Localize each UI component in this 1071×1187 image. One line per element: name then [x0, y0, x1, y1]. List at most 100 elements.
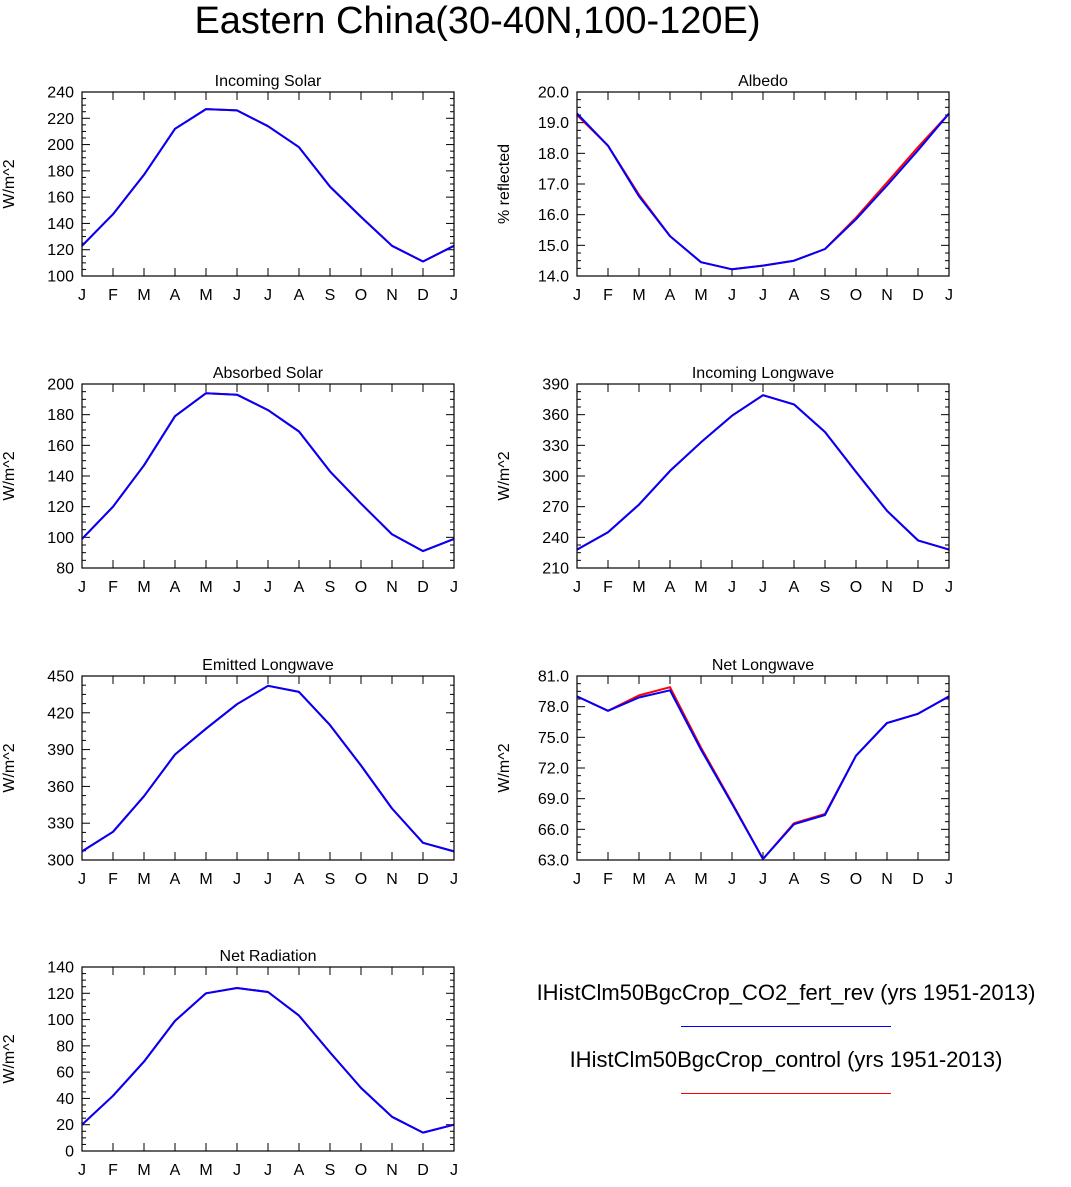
x-tick-label: S: [820, 871, 831, 888]
y-tick-label: 19.0: [538, 115, 569, 132]
plot-frame: [81, 91, 455, 277]
x-tick-label: J: [728, 287, 736, 304]
main-title: Eastern China(30-40N,100-120E): [194, 0, 761, 42]
x-tick-label: A: [665, 579, 676, 596]
y-tick-label: 100: [47, 1012, 74, 1029]
legend-line-co2-fert-rev: [681, 1026, 891, 1027]
y-tick-label: 140: [47, 216, 74, 233]
x-tick-label: S: [325, 1162, 336, 1179]
x-tick-label: J: [264, 1162, 272, 1179]
series-line-ihistclm50bgccrop-control-yrs-1951-2013: [576, 686, 950, 860]
x-tick-label: F: [108, 871, 118, 888]
plot-frame: [81, 383, 455, 569]
y-tick-label: 72.0: [538, 761, 569, 778]
y-tick-label: 80: [56, 1038, 74, 1055]
x-tick-label: J: [728, 579, 736, 596]
x-tick-label: J: [450, 287, 458, 304]
y-tick-label: 40: [56, 1091, 74, 1108]
y-tick-label: 360: [542, 407, 569, 424]
x-tick-label: M: [632, 871, 645, 888]
x-tick-label: J: [450, 871, 458, 888]
y-axis-label-incoming-longwave: W/m^2: [496, 451, 513, 500]
series-line-ihistclm50bgccrop-co2-fert-rev-yrs-1951-2013: [81, 108, 455, 263]
x-tick-label: O: [850, 871, 862, 888]
x-tick-label: M: [137, 579, 150, 596]
y-tick-label: 140: [47, 469, 74, 486]
x-tick-label: J: [573, 871, 581, 888]
x-tick-label: A: [294, 579, 305, 596]
plot-frame: [576, 675, 950, 861]
series-line-ihistclm50bgccrop-control-yrs-1951-2013: [576, 394, 950, 551]
x-tick-label: D: [912, 287, 924, 304]
x-tick-label: A: [294, 287, 305, 304]
y-tick-label: 220: [47, 111, 74, 128]
x-tick-label: D: [417, 1162, 429, 1179]
panel-title-absorbed-solar: Absorbed Solar: [213, 365, 324, 382]
plot-frame: [81, 675, 455, 861]
x-tick-label: A: [170, 1162, 181, 1179]
legend-line-control: [681, 1093, 891, 1094]
y-tick-label: 360: [47, 779, 74, 796]
x-tick-label: O: [355, 871, 367, 888]
panel-albedo: Albedo % reflected 14.0 15.0 16.0 17.0 18.0 19.…: [496, 73, 953, 304]
y-axis-label-net-longwave: W/m^2: [496, 743, 513, 792]
x-tick-label: N: [386, 287, 398, 304]
y-tick-label: 300: [47, 853, 74, 870]
x-tick-label: A: [665, 287, 676, 304]
x-tick-label: M: [694, 579, 707, 596]
x-tick-label: J: [78, 287, 86, 304]
y-tick-label: 20: [56, 1117, 74, 1134]
y-tick-label: 450: [47, 669, 74, 686]
x-tick-label: J: [450, 579, 458, 596]
x-tick-label: D: [912, 871, 924, 888]
x-tick-label: A: [665, 871, 676, 888]
panel-emitted-longwave: Emitted Longwave W/m^2 300 330 360 390 420 450 J…: [1, 657, 458, 888]
y-tick-label: 300: [542, 469, 569, 486]
panel-net-radiation: Net Radiation W/m^2 0 20 40 60 80 100 120 140 J F M A…: [1, 948, 458, 1179]
x-tick-label: J: [759, 579, 767, 596]
x-tick-label: J: [78, 579, 86, 596]
x-tick-label: M: [694, 287, 707, 304]
y-tick-label: 81.0: [538, 669, 569, 686]
y-tick-label: 240: [542, 530, 569, 547]
x-tick-label: F: [603, 287, 613, 304]
panel-absorbed-solar: Absorbed Solar W/m^2 80 100 120 140 160 180 200 J…: [1, 365, 458, 596]
y-tick-label: 120: [47, 986, 74, 1003]
y-tick-label: 18.0: [538, 146, 569, 163]
x-tick-label: M: [632, 287, 645, 304]
x-tick-label: D: [912, 579, 924, 596]
y-tick-label: 180: [47, 163, 74, 180]
x-tick-label: J: [759, 287, 767, 304]
y-tick-label: 120: [47, 242, 74, 259]
series-line-ihistclm50bgccrop-control-yrs-1951-2013: [576, 112, 950, 271]
y-axis-label-absorbed-solar: W/m^2: [1, 451, 18, 500]
panel-title-net-radiation: Net Radiation: [220, 948, 317, 965]
x-tick-label: N: [386, 871, 398, 888]
plot-frame: [81, 966, 455, 1152]
x-tick-label: J: [945, 579, 953, 596]
y-tick-label: 200: [47, 137, 74, 154]
x-tick-label: J: [573, 579, 581, 596]
series-line-ihistclm50bgccrop-control-yrs-1951-2013: [81, 684, 455, 853]
x-tick-label: A: [789, 871, 800, 888]
x-tick-label: O: [850, 287, 862, 304]
x-tick-label: M: [199, 287, 212, 304]
x-tick-label: O: [355, 287, 367, 304]
y-axis-label-net-radiation: W/m^2: [1, 1034, 18, 1083]
x-tick-label: M: [199, 1162, 212, 1179]
y-tick-label: 210: [542, 561, 569, 578]
y-tick-label: 270: [542, 499, 569, 516]
x-tick-label: J: [945, 871, 953, 888]
panel-incoming-solar: Incoming Solar W/m^2 100 120 140 160 180 200 220…: [1, 73, 458, 304]
plot-frame: [576, 91, 950, 277]
x-tick-label: O: [850, 579, 862, 596]
series-line-ihistclm50bgccrop-control-yrs-1951-2013: [81, 987, 455, 1134]
x-tick-label: D: [417, 579, 429, 596]
y-tick-label: 100: [47, 269, 74, 286]
x-tick-label: A: [170, 287, 181, 304]
x-tick-label: J: [233, 871, 241, 888]
x-tick-label: J: [728, 871, 736, 888]
x-tick-label: A: [170, 579, 181, 596]
x-tick-label: J: [233, 1162, 241, 1179]
x-tick-label: F: [603, 579, 613, 596]
